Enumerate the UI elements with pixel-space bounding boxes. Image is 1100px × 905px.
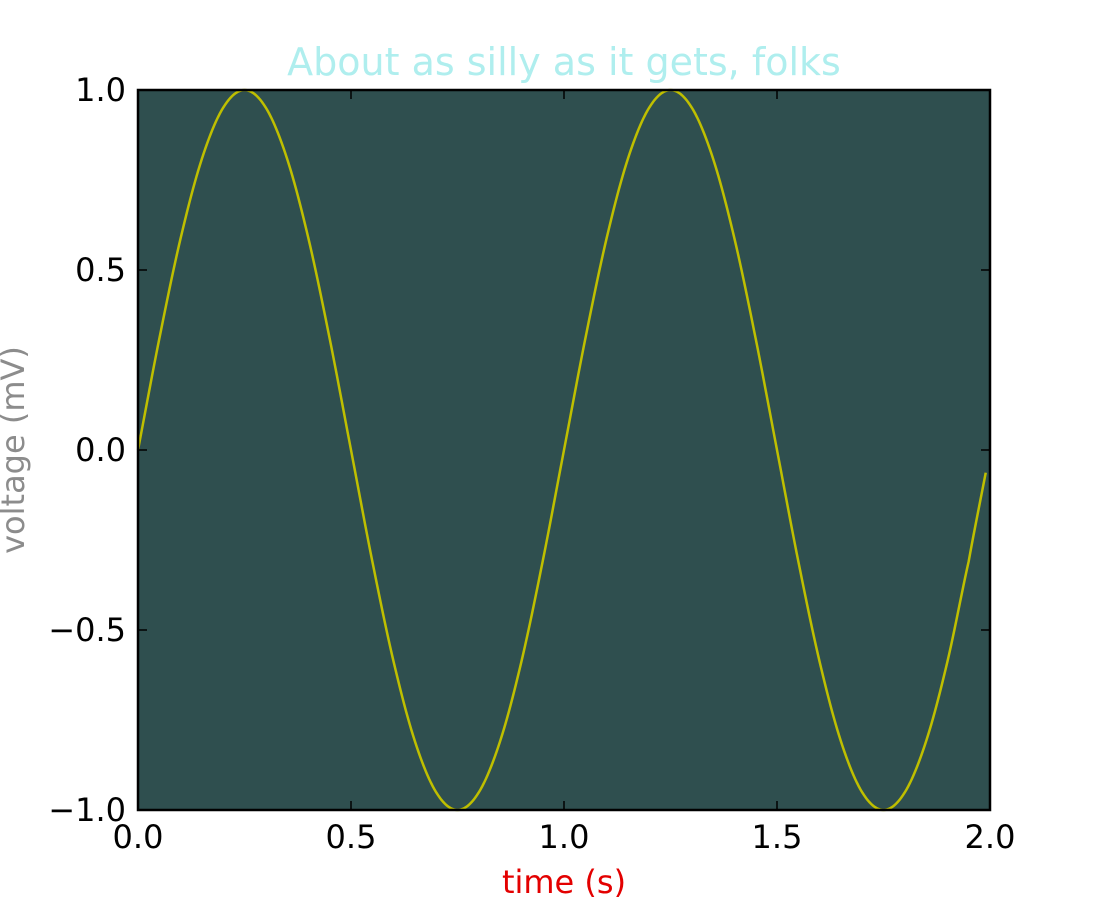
y-tick-label: 0.5 (75, 251, 126, 289)
x-tick-label: 1.5 (752, 818, 803, 856)
x-axis-label: time (s) (502, 863, 626, 900)
x-tick-label: 1.0 (539, 818, 590, 856)
y-tick-label: 0.0 (75, 431, 126, 469)
x-tick-label: 2.0 (965, 818, 1016, 856)
series-line-0 (136, 88, 987, 812)
y-tick-label: −1.0 (48, 791, 126, 829)
x-tick-label: 0.5 (326, 818, 377, 856)
y-tick-label: 1.0 (75, 71, 126, 109)
x-tick-label: 0.0 (113, 818, 164, 856)
y-axis-label: voltage (mV) (0, 346, 32, 554)
plot-frame (136, 88, 992, 812)
chart-title: About as silly as it gets, folks (287, 40, 841, 84)
y-tick-label: −0.5 (48, 611, 126, 649)
series-layer (136, 88, 987, 812)
tick-label-layer: 0.0 0.5 1.0 1.5 2.0 1.0 0.5 0.0 −0.5 −1.0 (48, 71, 1015, 856)
